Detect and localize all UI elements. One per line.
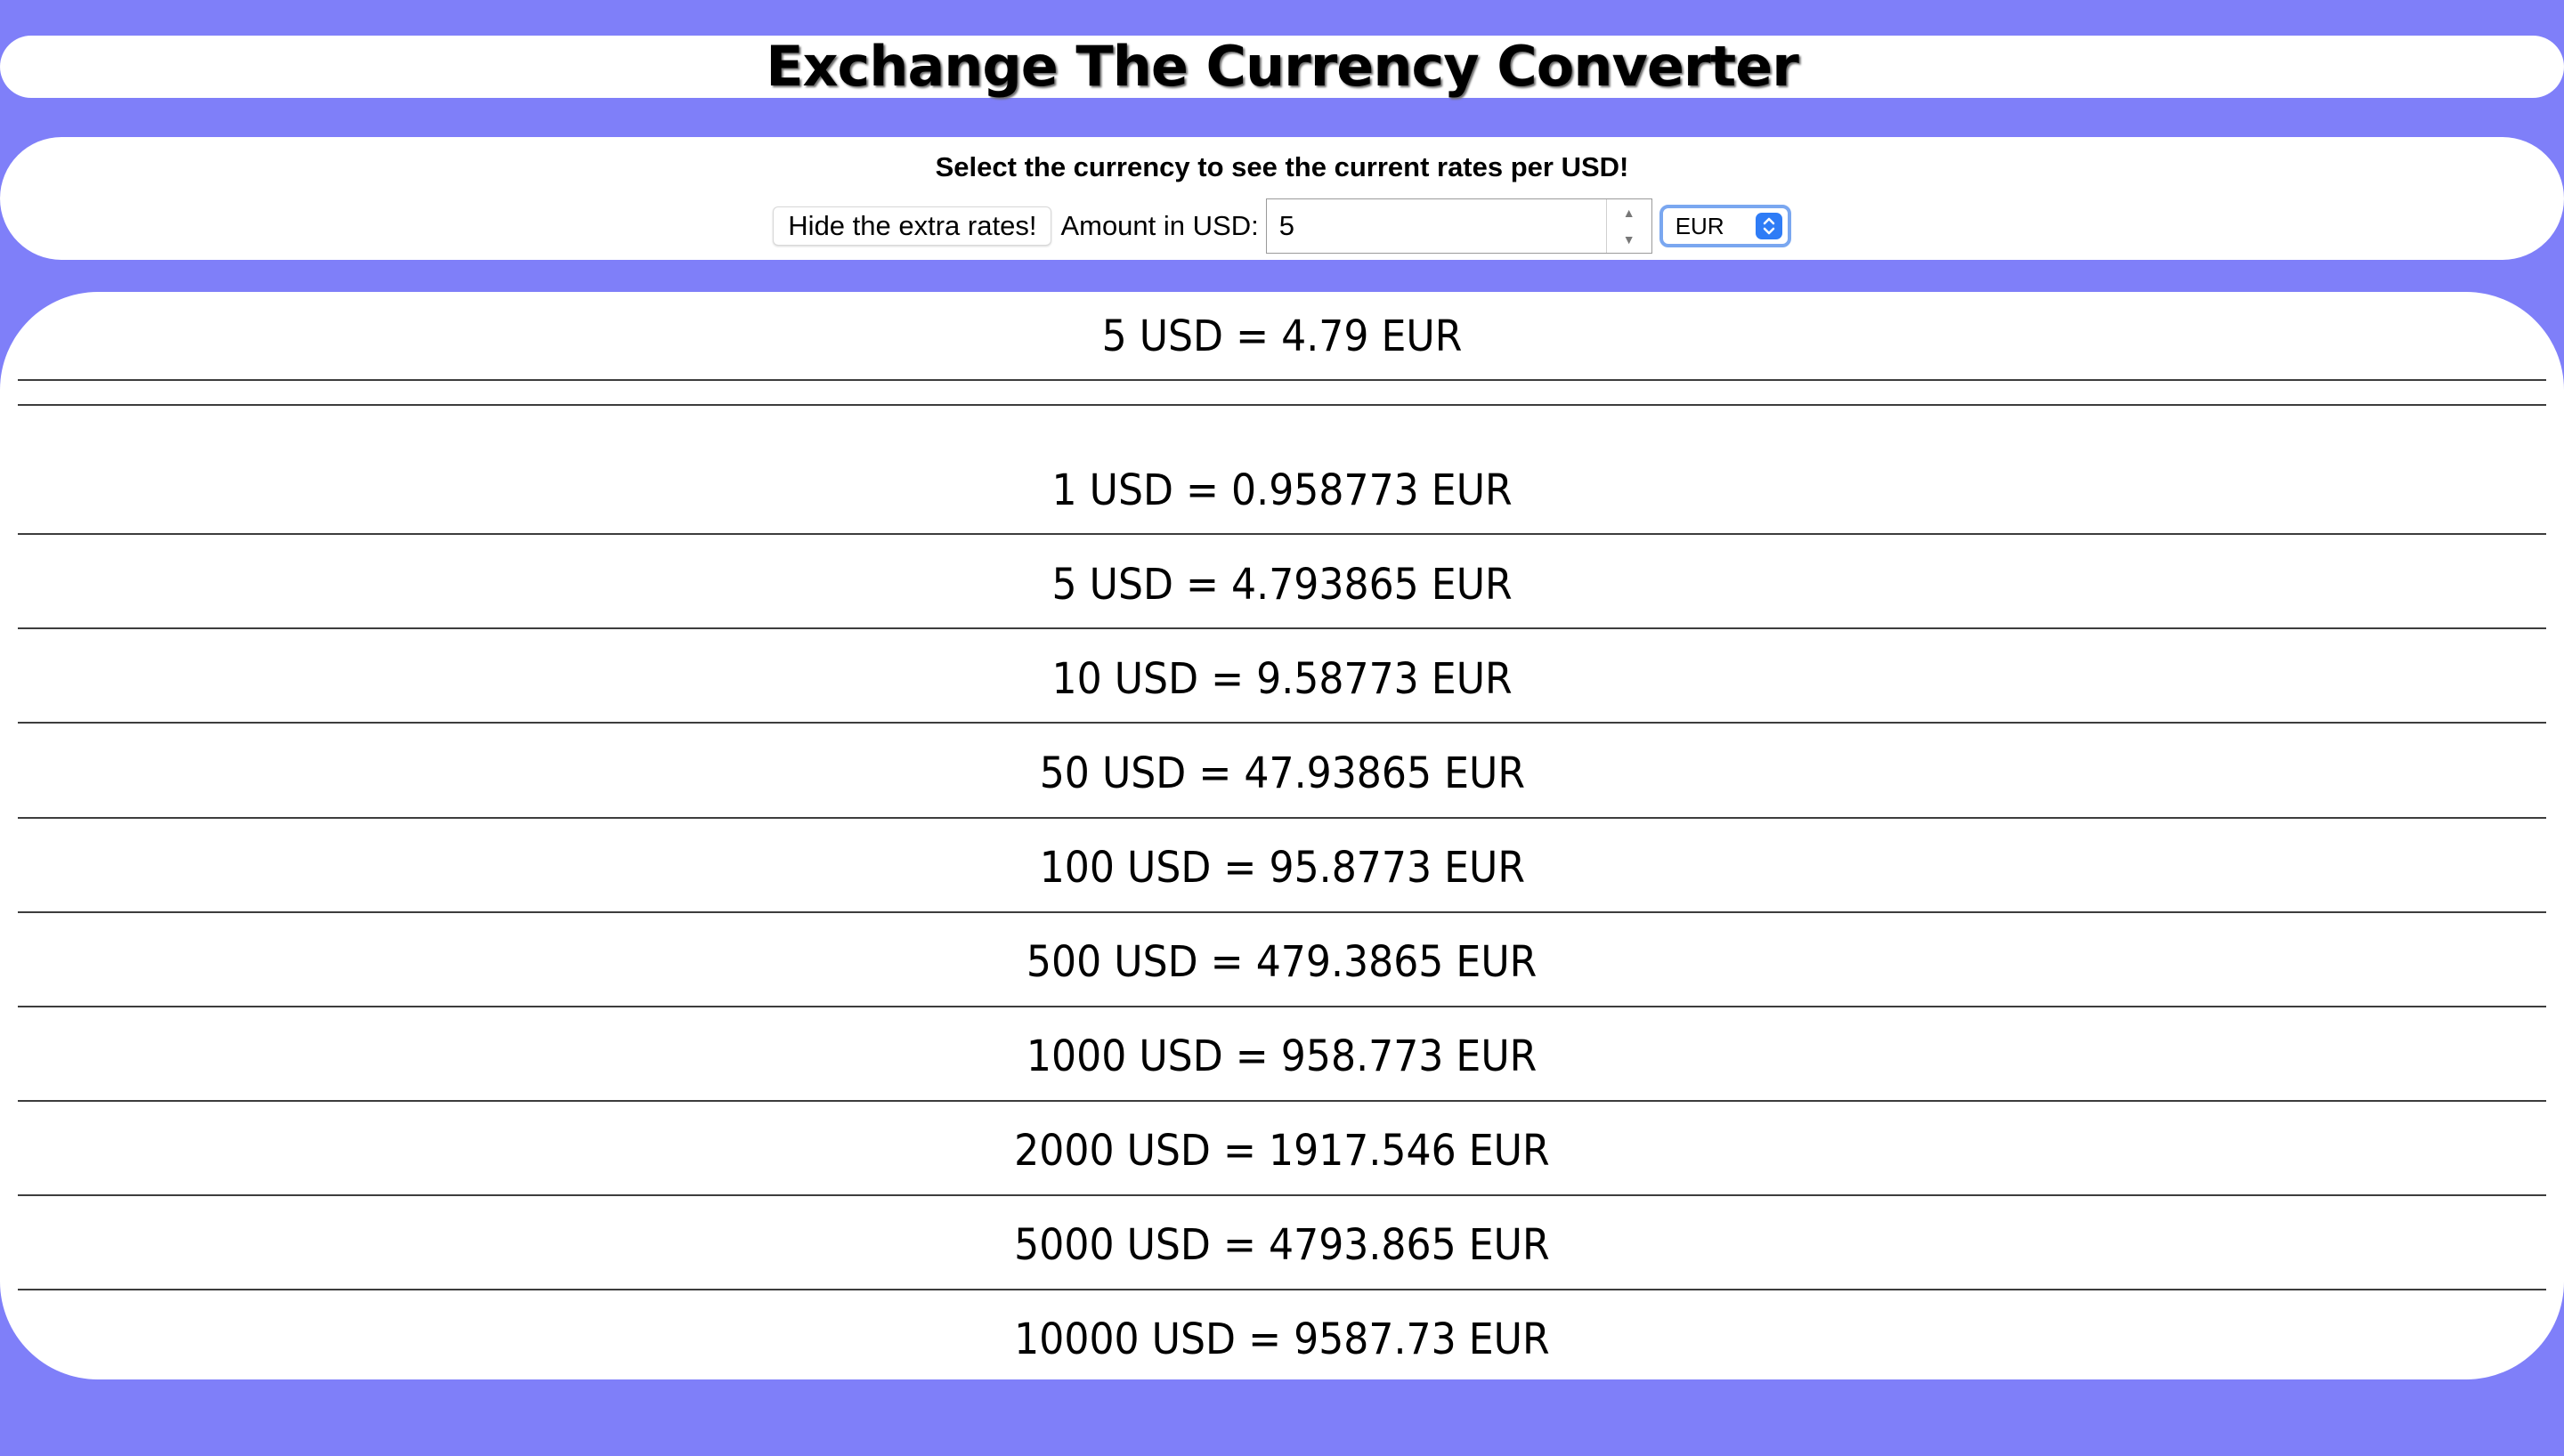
divider [18,1006,2546,1007]
control-panel: Select the currency to see the current r… [0,137,2564,260]
stepper-up-icon[interactable]: ▲ [1622,206,1635,220]
divider [18,1194,2546,1196]
divider [18,1100,2546,1102]
divider [18,722,2546,724]
amount-stepper[interactable]: ▲ ▼ [1605,199,1651,253]
currency-select-value: EUR [1675,213,1724,239]
rate-row: 500 USD = 479.3865 EUR [1026,937,1538,987]
rate-row: 2000 USD = 1917.546 EUR [1014,1126,1550,1176]
hide-extra-rates-button[interactable]: Hide the extra rates! [773,206,1052,246]
result-panel: 5 USD = 4.79 EUR 1 USD = 0.958773 EUR 5 … [0,292,2564,1379]
title-bar: Exchange The Currency Converter [0,36,2564,98]
divider [18,404,2546,406]
amount-label: Amount in USD: [1060,210,1259,241]
amount-field[interactable]: ▲ ▼ [1265,198,1652,254]
divider [18,627,2546,629]
stepper-down-icon[interactable]: ▼ [1622,232,1635,247]
currency-select[interactable]: EUR [1659,205,1791,247]
controls-row: Hide the extra rates! Amount in USD: ▲ ▼… [0,198,2564,255]
rate-row: 10000 USD = 9587.73 EUR [1014,1314,1550,1364]
divider [18,533,2546,535]
rate-row: 10 USD = 9.58773 EUR [1051,654,1513,704]
instruction-text: Select the currency to see the current r… [935,151,1629,182]
rate-row: 100 USD = 95.8773 EUR [1039,843,1525,893]
rate-row: 5 USD = 4.793865 EUR [1051,560,1513,610]
page-title: Exchange The Currency Converter [766,34,1799,99]
divider [18,817,2546,819]
divider [18,379,2546,381]
main-conversion-result: 5 USD = 4.79 EUR [1101,311,1463,361]
rate-row: 50 USD = 47.93865 EUR [1039,748,1525,798]
select-arrows-icon[interactable] [1755,213,1782,239]
rate-row: 1 USD = 0.958773 EUR [1051,465,1513,515]
divider [18,911,2546,913]
rate-row: 1000 USD = 958.773 EUR [1026,1031,1538,1081]
rate-row: 5000 USD = 4793.865 EUR [1014,1220,1550,1270]
divider [18,1289,2546,1290]
amount-input[interactable] [1266,199,1605,253]
